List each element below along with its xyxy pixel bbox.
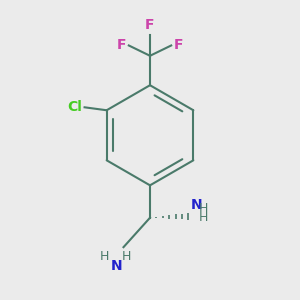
Text: F: F bbox=[116, 38, 126, 52]
Text: H: H bbox=[100, 250, 109, 263]
Text: Cl: Cl bbox=[67, 100, 82, 114]
Text: H: H bbox=[199, 202, 208, 215]
Text: F: F bbox=[174, 38, 184, 52]
Text: N: N bbox=[110, 259, 122, 273]
Text: H: H bbox=[199, 211, 208, 224]
Text: N: N bbox=[191, 198, 203, 212]
Text: F: F bbox=[145, 18, 155, 32]
Text: H: H bbox=[122, 250, 131, 263]
